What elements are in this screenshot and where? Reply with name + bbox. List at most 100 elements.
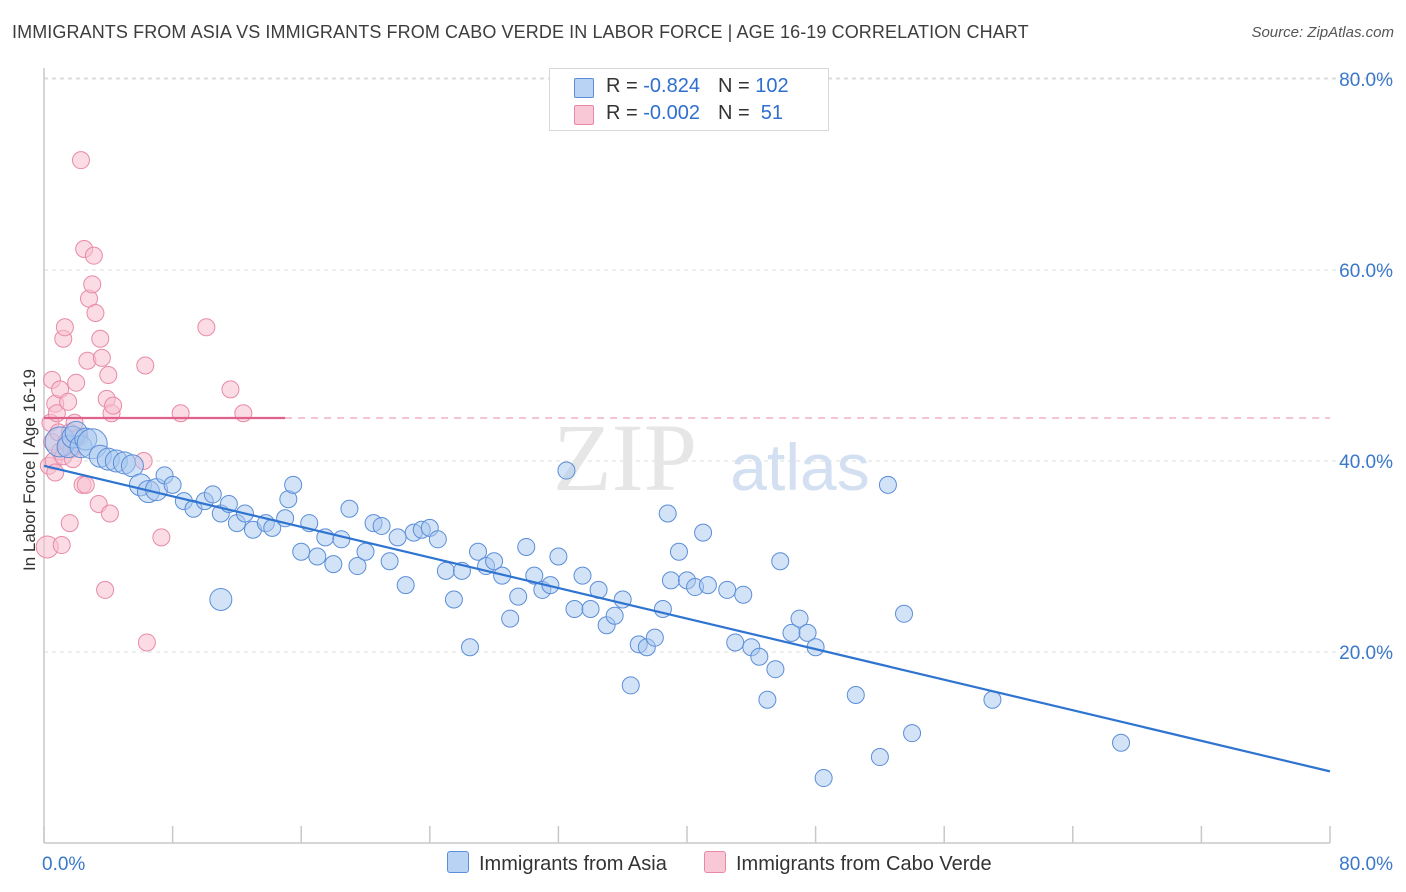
data-point-cabo-verde xyxy=(55,318,74,337)
data-point-asia xyxy=(525,566,544,585)
data-point-asia xyxy=(605,606,624,625)
watermark: ZIP atlas xyxy=(553,404,870,511)
data-point-cabo-verde xyxy=(60,514,79,533)
legend-r-label: R = xyxy=(606,75,644,97)
data-point-asia xyxy=(372,516,391,535)
legend-r-value: -0.824 xyxy=(643,75,700,97)
data-point-cabo-verde xyxy=(59,392,78,411)
data-point-asia xyxy=(895,604,914,623)
data-point-asia xyxy=(718,580,737,599)
legend-n-value: 102 xyxy=(755,75,789,97)
data-point-asia xyxy=(292,542,311,561)
data-point-asia xyxy=(694,523,713,542)
data-point-asia xyxy=(428,530,447,549)
trendline-asia xyxy=(43,464,1331,773)
watermark-atlas: atlas xyxy=(730,430,869,504)
data-point-asia xyxy=(771,552,790,571)
data-point-asia xyxy=(460,638,479,657)
y-tick-label: 80.0% xyxy=(1339,70,1393,91)
x-tick-label: 80.0% xyxy=(1339,854,1393,875)
chart-title: IMMIGRANTS FROM ASIA VS IMMIGRANTS FROM … xyxy=(12,22,1029,42)
data-point-asia xyxy=(324,555,343,574)
y-axis-label: In Labor Force | Age 16-19 xyxy=(20,369,39,571)
data-point-asia xyxy=(380,552,399,571)
bottom-legend-label-asia: Immigrants from Asia xyxy=(479,853,667,875)
legend-n-value: 51 xyxy=(755,102,784,124)
y-tick-label: 20.0% xyxy=(1339,643,1393,664)
bottom-legend-cabo-verde: Immigrants from Cabo Verde xyxy=(704,851,992,876)
legend-n-label: N = xyxy=(717,102,756,124)
data-point-asia xyxy=(669,542,688,561)
data-point-asia xyxy=(758,690,777,709)
data-point-asia xyxy=(203,485,222,504)
data-point-asia xyxy=(517,537,536,556)
legend-n-label: N = xyxy=(717,75,756,97)
chart-source: Source: ZipAtlas.com xyxy=(1251,24,1394,41)
data-point-cabo-verde xyxy=(67,373,86,392)
data-point-asia xyxy=(1112,733,1131,752)
legend-box: R = -0.824 N = 102 R = -0.002 N = 51 xyxy=(549,68,829,131)
grid-lines xyxy=(44,77,1395,653)
legend-text-asia: R = -0.824 N = 102 xyxy=(606,75,789,98)
watermark-zip: ZIP xyxy=(553,404,697,511)
data-point-asia xyxy=(846,685,865,704)
legend-r-value: -0.002 xyxy=(643,102,700,124)
data-point-asia xyxy=(388,528,407,547)
data-point-asia xyxy=(750,647,769,666)
data-point-asia xyxy=(308,547,327,566)
data-point-cabo-verde xyxy=(84,246,103,265)
data-point-asia xyxy=(501,609,520,628)
data-point-asia xyxy=(396,576,415,595)
data-point-asia xyxy=(436,561,455,580)
bottom-legend-asia: Immigrants from Asia xyxy=(447,851,667,876)
data-point-cabo-verde xyxy=(99,366,118,385)
data-point-asia xyxy=(573,566,592,585)
data-point-asia xyxy=(645,628,664,647)
data-point-asia xyxy=(661,571,680,590)
data-point-asia xyxy=(726,633,745,652)
data-point-asia xyxy=(870,748,889,767)
data-point-cabo-verde xyxy=(76,475,95,494)
legend-swatch-cabo-verde xyxy=(574,105,594,125)
legend-r-label: R = xyxy=(606,102,644,124)
data-point-asia xyxy=(903,724,922,743)
series-cabo-verde xyxy=(35,151,253,652)
trendlines xyxy=(43,416,1331,773)
data-point-cabo-verde xyxy=(136,356,155,375)
bottom-legend-swatch-asia xyxy=(447,851,469,873)
data-point-cabo-verde xyxy=(86,303,105,322)
data-point-asia xyxy=(284,475,303,494)
data-point-cabo-verde xyxy=(91,329,110,348)
data-point-asia xyxy=(444,590,463,609)
x-tick-label: 0.0% xyxy=(42,854,85,875)
data-point-asia xyxy=(356,542,375,561)
data-point-cabo-verde xyxy=(100,504,119,523)
axes xyxy=(43,68,1331,844)
data-point-cabo-verde xyxy=(137,633,156,652)
data-point-asia xyxy=(658,504,677,523)
data-point-cabo-verde xyxy=(83,275,102,294)
bottom-legend-label-cabo-verde: Immigrants from Cabo Verde xyxy=(736,853,992,875)
data-point-asia xyxy=(509,587,528,606)
data-point-asia xyxy=(581,600,600,619)
data-point-asia xyxy=(814,769,833,788)
bottom-legend-swatch-cabo-verde xyxy=(704,851,726,873)
data-point-cabo-verde xyxy=(71,151,90,170)
data-point-asia xyxy=(790,609,809,628)
data-point-cabo-verde xyxy=(234,404,253,423)
legend-text-cabo-verde: R = -0.002 N = 51 xyxy=(606,102,783,125)
data-point-asia xyxy=(766,660,785,679)
data-point-asia xyxy=(798,623,817,642)
data-point-cabo-verde xyxy=(92,348,111,367)
data-point-asia xyxy=(734,585,753,604)
data-point-asia xyxy=(983,690,1002,709)
data-point-asia xyxy=(485,552,504,571)
data-point-asia xyxy=(878,475,897,494)
data-point-asia xyxy=(557,461,576,480)
y-tick-label: 60.0% xyxy=(1339,261,1393,282)
data-point-cabo-verde xyxy=(221,380,240,399)
data-point-cabo-verde xyxy=(104,396,123,415)
data-point-asia xyxy=(698,576,717,595)
data-point-asia xyxy=(332,530,351,549)
